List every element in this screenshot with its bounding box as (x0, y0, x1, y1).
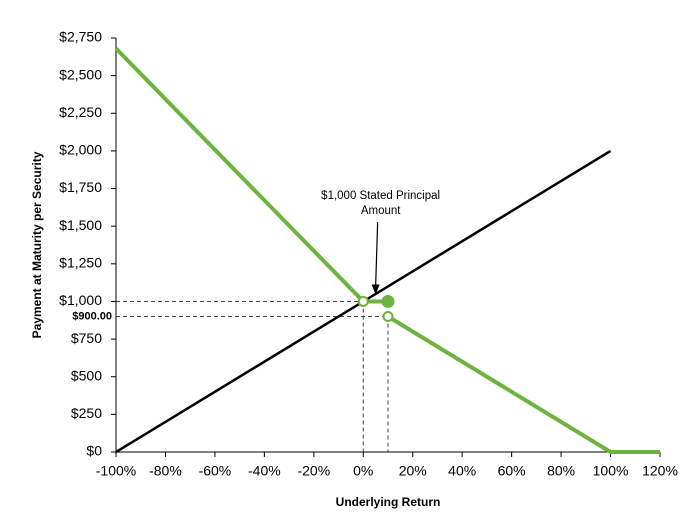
y-tick-label: $1,750 (59, 179, 102, 195)
x-tick-label: -60% (199, 463, 232, 479)
y-tick-label: $1,000 (59, 292, 102, 308)
marker (357, 295, 369, 307)
y-tick-label: $750 (71, 330, 102, 346)
series-line (114, 47, 660, 454)
annotation-arrow-head (371, 284, 380, 295)
x-axis-title: Underlying Return (336, 495, 441, 509)
x-tick-label: 20% (399, 463, 427, 479)
x-tick-label: 60% (498, 463, 526, 479)
extra-y-tick-label: $900.00 (72, 310, 112, 322)
y-tick-label: $2,250 (59, 104, 102, 120)
x-tick-label: -20% (297, 463, 330, 479)
x-tick-label: 40% (448, 463, 476, 479)
x-tick-label: 80% (547, 463, 575, 479)
y-tick-label: $250 (71, 405, 102, 421)
annotation-arrow-shaft (375, 221, 379, 287)
x-tick-label: -100% (96, 463, 136, 479)
x-tick-label: 120% (642, 463, 678, 479)
y-tick-label: $2,500 (59, 66, 102, 82)
marker (381, 294, 395, 308)
marker (382, 311, 394, 323)
y-tick-label: $1,250 (59, 255, 102, 271)
y-axis-title: Payment at Maturity per Security (30, 151, 44, 338)
x-tick-label: -80% (149, 463, 182, 479)
x-tick-label: -40% (248, 463, 281, 479)
y-tick-label: $2,000 (59, 142, 102, 158)
y-tick-label: $1,500 (59, 217, 102, 233)
annotation-text: $1,000 Stated Principal (321, 190, 440, 202)
x-tick-label: 0% (353, 463, 373, 479)
x-tick-label: 100% (593, 463, 629, 479)
y-tick-label: $2,750 (59, 29, 102, 45)
y-tick-label: $500 (71, 367, 102, 383)
y-tick-label: $0 (86, 443, 102, 459)
annotation-text: Amount (361, 205, 401, 217)
